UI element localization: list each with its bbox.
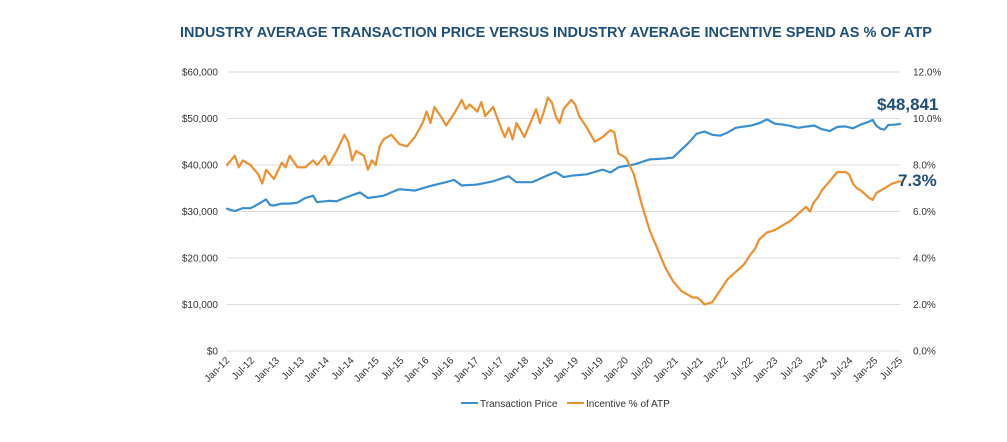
series-group (225, 96, 902, 306)
y-right-tick-label: 8.0% (913, 161, 936, 172)
x-tick-label: Jan-14 (302, 355, 332, 385)
y-left-tick-label: $30,000 (182, 207, 219, 218)
x-tick-label: Jan-17 (452, 355, 482, 385)
y-right-tick-label: 0.0% (913, 347, 936, 358)
price-callout: $48,841 (877, 95, 938, 114)
x-tick-label: Jan-13 (253, 355, 283, 385)
incentive-callout: 7.3% (898, 171, 937, 190)
y-right-tick-label: 12.0% (913, 68, 941, 79)
y-axis-right: 0.0% 2.0% 4.0% 6.0% 8.0% 10.0% 12.0% (913, 68, 941, 358)
y-left-tick-label: $0 (207, 347, 219, 358)
x-tick-label: Jan-21 (651, 355, 681, 385)
chart-title: INDUSTRY AVERAGE TRANSACTION PRICE VERSU… (180, 25, 932, 41)
y-right-tick-label: 2.0% (913, 300, 936, 311)
y-left-tick-label: $50,000 (182, 114, 219, 125)
x-tick-label: Jan-20 (602, 355, 632, 385)
x-tick-label: Jul-25 (878, 355, 905, 382)
y-right-tick-label: 10.0% (913, 114, 941, 125)
legend-label-transaction-price: Transaction Price (480, 399, 558, 410)
y-left-tick-label: $40,000 (182, 161, 219, 172)
y-right-tick-label: 6.0% (913, 207, 936, 218)
y-left-tick-label: $60,000 (182, 68, 219, 79)
series-line-transaction-price (225, 118, 902, 213)
x-tick-label: Jan-23 (751, 355, 781, 385)
x-tick-label: Jan-19 (552, 355, 582, 385)
y-left-tick-label: $20,000 (182, 254, 219, 265)
legend: Transaction Price Incentive % of ATP (461, 399, 670, 410)
x-tick-label: Jan-18 (502, 355, 532, 385)
legend-label-incentive: Incentive % of ATP (586, 399, 670, 410)
x-tick-label: Jan-15 (352, 355, 382, 385)
series-line-incentive (225, 96, 902, 306)
x-tick-label: Jan-12 (203, 355, 233, 385)
y-right-tick-label: 4.0% (913, 254, 936, 265)
x-axis: Jan-12Jul-12Jan-13Jul-13Jan-14Jul-14Jan-… (203, 355, 906, 385)
x-tick-label: Jan-22 (701, 355, 731, 385)
x-tick-label: Jan-24 (801, 355, 831, 385)
y-left-tick-label: $10,000 (182, 300, 219, 311)
x-tick-label: Jan-16 (402, 355, 432, 385)
x-tick-label: Jan-25 (851, 355, 881, 385)
y-axis-left: $0 $10,000 $20,000 $30,000 $40,000 $50,000 $60… (182, 68, 219, 358)
grid-lines (227, 71, 900, 352)
